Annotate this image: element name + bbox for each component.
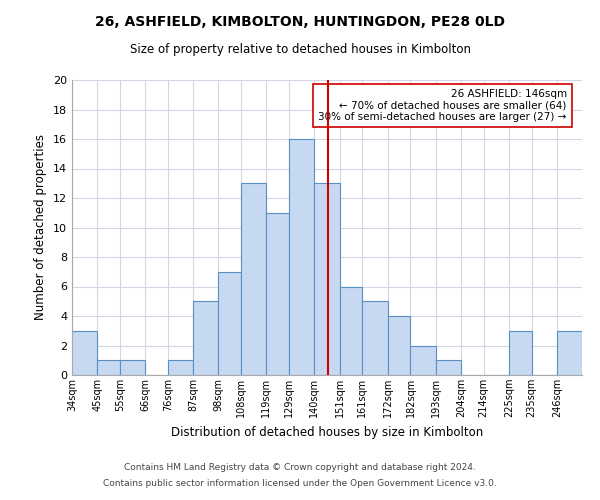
Bar: [509, 331, 532, 375]
Text: Contains public sector information licensed under the Open Government Licence v3: Contains public sector information licen…: [103, 478, 497, 488]
Bar: [289, 139, 314, 375]
Bar: [340, 286, 362, 375]
Bar: [362, 301, 388, 375]
Bar: [72, 331, 97, 375]
Bar: [557, 331, 582, 375]
Bar: [218, 272, 241, 375]
Bar: [241, 183, 266, 375]
Text: 26, ASHFIELD, KIMBOLTON, HUNTINGDON, PE28 0LD: 26, ASHFIELD, KIMBOLTON, HUNTINGDON, PE2…: [95, 15, 505, 29]
X-axis label: Distribution of detached houses by size in Kimbolton: Distribution of detached houses by size …: [171, 426, 483, 438]
Text: Contains HM Land Registry data © Crown copyright and database right 2024.: Contains HM Land Registry data © Crown c…: [124, 464, 476, 472]
Bar: [314, 183, 340, 375]
Bar: [193, 301, 218, 375]
Bar: [168, 360, 193, 375]
Text: 26 ASHFIELD: 146sqm
← 70% of detached houses are smaller (64)
30% of semi-detach: 26 ASHFIELD: 146sqm ← 70% of detached ho…: [319, 89, 567, 122]
Bar: [266, 213, 289, 375]
Text: Size of property relative to detached houses in Kimbolton: Size of property relative to detached ho…: [130, 42, 470, 56]
Bar: [436, 360, 461, 375]
Y-axis label: Number of detached properties: Number of detached properties: [34, 134, 47, 320]
Bar: [120, 360, 145, 375]
Bar: [388, 316, 410, 375]
Bar: [97, 360, 120, 375]
Bar: [410, 346, 436, 375]
